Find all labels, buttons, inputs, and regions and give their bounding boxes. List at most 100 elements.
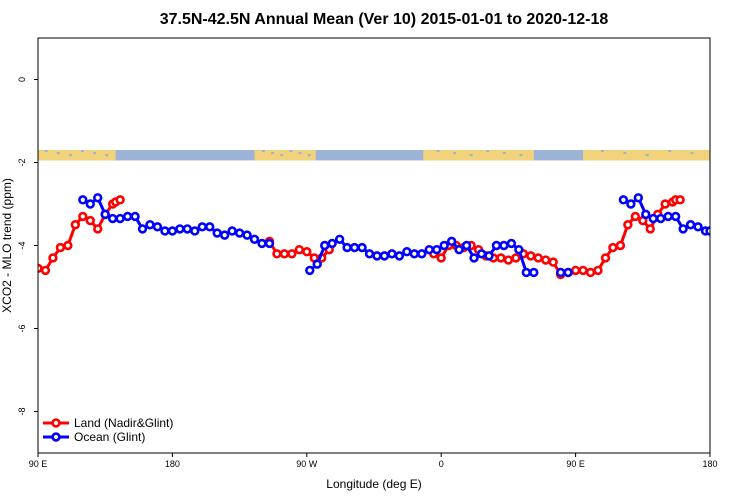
- series-0-point-1-3: [287, 249, 297, 259]
- series-1-point-1-16: [424, 244, 434, 255]
- map-strip-ocean: [38, 150, 710, 161]
- x-axis-ticks: 90 E 180 90 W 0 90 E 180: [29, 453, 718, 469]
- series-1-point-1-24: [484, 251, 494, 261]
- map-strip: [38, 150, 710, 161]
- series-1-point-0-11: [160, 226, 170, 236]
- map-strip-coast-3-1: [623, 152, 627, 155]
- map-strip-coast-0-1: [56, 152, 60, 155]
- series-0-point-2-23: [600, 253, 611, 263]
- x-axis-label: Longitude (deg E): [326, 477, 421, 491]
- series-1-point-1-14: [409, 249, 420, 259]
- series-1-point-1-30: [529, 267, 539, 278]
- y-tick-label-3: -6: [17, 324, 27, 332]
- map-strip-coast-0-4: [93, 152, 97, 155]
- map-strip-coast-1-3: [289, 150, 293, 153]
- series-0-point-2-29: [645, 224, 655, 234]
- series-0-point-2-9: [496, 253, 506, 263]
- series-0-point-2-10: [503, 255, 514, 265]
- map-strip-coast-2-1: [453, 152, 457, 155]
- series-1-point-0-17: [205, 222, 215, 232]
- series-1-point-1-15: [417, 249, 427, 259]
- series-0-point-2-11: [511, 253, 521, 263]
- series-1-point-1-1: [312, 259, 322, 269]
- x-tick-label-5: 180: [702, 459, 717, 469]
- series-1-point-2-1: [563, 267, 573, 278]
- series-0-point-0-3: [55, 242, 66, 253]
- series-1-point-0-18: [212, 228, 222, 238]
- series-1-point-1-22: [469, 253, 479, 263]
- series-1-point-1-19: [446, 236, 457, 247]
- map-strip-land-1: [254, 150, 316, 161]
- series-1-point-3-8: [678, 224, 688, 234]
- series-1-point-1-13: [402, 247, 412, 257]
- series-0-point-1-4: [294, 244, 305, 255]
- chart-title: 37.5N-42.5N Annual Mean (Ver 10) 2015-01…: [160, 11, 609, 28]
- y-tick-label-4: -8: [17, 407, 27, 415]
- series-0-point-2-19: [570, 265, 581, 276]
- series-1-point-0-19: [219, 230, 230, 240]
- series-0-point-2-15: [541, 255, 551, 265]
- map-strip-coast-1-0: [261, 150, 265, 153]
- series-1-point-0-1: [85, 199, 95, 209]
- map-strip-land-0: [38, 150, 116, 161]
- series-0-point-2-25: [615, 240, 626, 251]
- series-1-point-1-4: [334, 234, 345, 244]
- map-strip-coast-3-4: [690, 152, 694, 155]
- series-1-point-1-8: [364, 249, 375, 259]
- series-1-point-3-1: [626, 199, 636, 209]
- series-1-point-1-21: [461, 240, 472, 251]
- series-0-point-2-34: [675, 195, 685, 205]
- series-0-point-0-7: [85, 215, 95, 226]
- series-0-point-0-8: [93, 224, 103, 234]
- series-1-point-0-23: [249, 234, 260, 244]
- series-1-point-1-6: [349, 242, 360, 253]
- series-1-point-0-25: [264, 238, 275, 249]
- series-1-point-2-0: [555, 267, 566, 278]
- series-1-point-0-16: [197, 222, 207, 232]
- series-1-point-0-10: [152, 222, 163, 232]
- series-0-point-0-5: [70, 220, 81, 230]
- x-tick-label-0: 90 E: [29, 459, 48, 469]
- map-strip-coast-0-3: [80, 150, 84, 153]
- series-1: [78, 193, 710, 278]
- series-1-point-0-5: [115, 213, 125, 224]
- series-1-point-1-27: [506, 238, 517, 249]
- series-0-point-2-1: [436, 253, 446, 263]
- series-1-point-1-18: [439, 240, 449, 251]
- map-strip-coast-0-0: [44, 150, 48, 153]
- series-1-point-3-0: [618, 195, 629, 205]
- y-tick-label-0: 0: [17, 77, 27, 82]
- map-strip-coast-1-5: [307, 154, 311, 157]
- map-strip-coast-2-2: [469, 154, 473, 157]
- series-1-point-1-11: [387, 249, 397, 259]
- legend-marker-0: [51, 418, 61, 428]
- series-1-point-1-29: [521, 267, 532, 278]
- series-0-point-2-24: [608, 242, 618, 253]
- series-1-point-0-21: [234, 228, 245, 238]
- map-strip-coast-1-2: [280, 154, 284, 157]
- series-1-point-0-7: [130, 211, 140, 222]
- series-0-point-1-2: [279, 249, 290, 259]
- series-1-point-3-3: [641, 209, 651, 220]
- y-tick-label-2: -4: [17, 241, 27, 249]
- map-strip-coast-3-2: [645, 154, 649, 157]
- x-tick-label-2: 90 W: [296, 459, 318, 469]
- map-strip-coast-0-2: [68, 154, 72, 157]
- map-strip-coast-2-0: [436, 150, 440, 153]
- series-0-point-2-20: [578, 265, 588, 276]
- x-tick-label-3: 0: [439, 459, 444, 469]
- series-1-point-1-23: [476, 249, 487, 259]
- series-0-point-0-12: [115, 195, 125, 205]
- series-1-point-0-24: [257, 238, 267, 249]
- series-0-point-2-31: [660, 199, 670, 209]
- series-1-point-1-28: [514, 244, 524, 255]
- series-1-point-0-14: [182, 224, 193, 234]
- map-strip-coast-3-0: [600, 150, 604, 153]
- series-0-point-2-26: [623, 220, 633, 230]
- series-1-point-3-2: [633, 193, 644, 203]
- series-1-point-1-7: [357, 242, 367, 253]
- series-1-point-0-2: [93, 193, 103, 203]
- series-1-point-1-26: [499, 240, 509, 251]
- series-1-point-1-20: [454, 244, 464, 255]
